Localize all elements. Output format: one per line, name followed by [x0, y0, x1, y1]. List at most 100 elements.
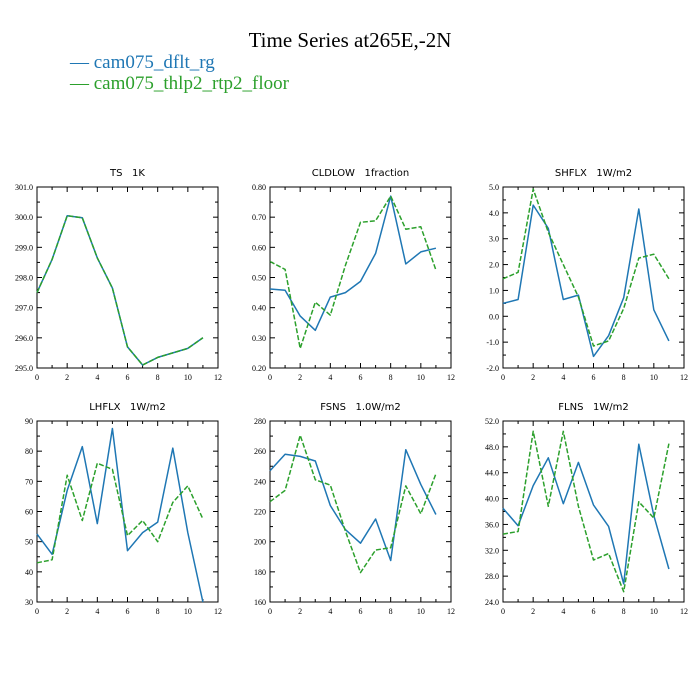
y-tick-label: 0.30 — [252, 334, 266, 343]
x-tick-label: 8 — [389, 607, 393, 616]
y-tick-label: 0.70 — [252, 213, 266, 222]
x-tick-label: 4 — [95, 607, 99, 616]
x-tick-label: 2 — [65, 607, 69, 616]
x-tick-label: 12 — [447, 607, 455, 616]
y-tick-label: 30 — [25, 598, 33, 607]
y-tick-label: 0.20 — [252, 364, 266, 373]
y-tick-label: 298.0 — [15, 274, 33, 283]
y-tick-label: 4.0 — [489, 209, 499, 218]
x-tick-label: 8 — [156, 607, 160, 616]
plot-frame — [36, 186, 219, 369]
y-tick-label: 2.0 — [489, 261, 499, 270]
x-tick-label: 2 — [298, 607, 302, 616]
series-line-dflt-rg — [502, 443, 670, 585]
y-tick-label: 90 — [25, 417, 33, 426]
x-tick-label: 4 — [561, 607, 565, 616]
y-tick-label: 28.0 — [485, 572, 499, 581]
series-line-dflt-rg — [36, 214, 204, 366]
y-tick-label: 220 — [254, 508, 266, 517]
y-tick-label: 0.60 — [252, 243, 266, 252]
y-tick-label: 3.0 — [489, 235, 499, 244]
legend-line-dflt: — — [70, 52, 89, 73]
panel-3: SHFLX 1W/m2 0 2 4 6 8 10 12 -2.0 -1.0 0.0 1.0 2.0 3.0… — [486, 168, 688, 382]
legend-line-floor: — — [70, 73, 89, 94]
x-tick-label: 10 — [184, 373, 192, 382]
y-tick-label: 44.0 — [485, 469, 499, 478]
y-tick-label: -2.0 — [486, 364, 499, 373]
x-tick-label: 4 — [95, 373, 99, 382]
plot-frame — [269, 186, 452, 369]
legend-label-floor: cam075_thlp2_rtp2_floor — [93, 73, 289, 94]
x-tick-label: 8 — [622, 373, 626, 382]
panel-1: TS 1K 0 2 4 6 8 10 12 295.0 296.0 297.0 298.0 299.0 3… — [15, 168, 222, 382]
panel-2: CLDLOW 1fraction 0 2 4 6 8 10 12 0.20 0.30 0.40 0.5… — [252, 168, 455, 382]
plot-frame — [36, 420, 219, 603]
series-line-thlp2-rtp2-floor — [502, 430, 670, 593]
x-tick-label: 10 — [650, 373, 658, 382]
y-tick-label: 200 — [254, 538, 266, 547]
y-tick-label: 52.0 — [485, 417, 499, 426]
x-tick-label: 6 — [359, 373, 363, 382]
y-tick-label: 280 — [254, 417, 266, 426]
plot-frame — [502, 186, 685, 369]
x-tick-label: 0 — [501, 607, 505, 616]
x-tick-label: 12 — [214, 373, 222, 382]
y-tick-label: 48.0 — [485, 443, 499, 452]
y-tick-label: 301.0 — [15, 183, 33, 192]
y-tick-label: 0.80 — [252, 183, 266, 192]
x-tick-label: 8 — [622, 607, 626, 616]
x-tick-label: 2 — [531, 607, 535, 616]
panel-6: FLNS 1W/m2 0 2 4 6 8 10 12 24.0 28.0 32.0 36.0 40.0 4… — [485, 402, 688, 616]
x-tick-label: 0 — [35, 373, 39, 382]
y-tick-label: 40.0 — [485, 495, 499, 504]
x-tick-label: 10 — [417, 373, 425, 382]
series-line-dflt-rg — [502, 204, 670, 358]
x-tick-label: 6 — [359, 607, 363, 616]
panel-title: SHFLX 1W/m2 — [555, 168, 632, 179]
panel-title: CLDLOW 1fraction — [312, 168, 410, 179]
y-tick-label: 0.40 — [252, 304, 266, 313]
panel-5: FSNS 1.0W/m2 0 2 4 6 8 10 12 160 180 200 220 240 260 2… — [254, 402, 455, 616]
x-tick-label: 0 — [268, 607, 272, 616]
y-tick-label: 60 — [25, 508, 33, 517]
x-tick-label: 12 — [214, 607, 222, 616]
x-tick-label: 2 — [65, 373, 69, 382]
y-tick-label: 299.0 — [15, 243, 33, 252]
y-tick-label: 296.0 — [15, 334, 33, 343]
series-line-dflt-rg — [36, 427, 204, 603]
figure-title: Time Series at265E,-2N — [248, 28, 452, 52]
plot-frame — [269, 420, 452, 603]
y-tick-label: 80 — [25, 447, 33, 456]
series-line-thlp2-rtp2-floor — [36, 462, 204, 564]
panel-4: LHFLX 1W/m2 0 2 4 6 8 10 12 30 40 50 60 70 80 90 — [25, 402, 222, 616]
x-tick-label: 4 — [328, 607, 332, 616]
y-tick-label: 1.0 — [489, 286, 499, 295]
panel-title: FLNS 1W/m2 — [558, 402, 628, 413]
x-tick-label: 6 — [126, 373, 130, 382]
x-tick-label: 4 — [561, 373, 565, 382]
y-tick-label: 40 — [25, 568, 33, 577]
y-tick-label: 36.0 — [485, 520, 499, 529]
x-tick-label: 4 — [328, 373, 332, 382]
x-tick-label: 10 — [184, 607, 192, 616]
y-tick-label: 295.0 — [15, 364, 33, 373]
series-line-thlp2-rtp2-floor — [502, 188, 670, 347]
x-tick-label: 10 — [650, 607, 658, 616]
legend-label-dflt: cam075_dflt_rg — [93, 52, 215, 73]
y-tick-label: 300.0 — [15, 213, 33, 222]
y-tick-label: 240 — [254, 477, 266, 486]
x-tick-label: 10 — [417, 607, 425, 616]
series-line-dflt-rg — [269, 448, 437, 562]
x-tick-label: 2 — [298, 373, 302, 382]
series-line-thlp2-rtp2-floor — [269, 195, 437, 350]
y-tick-label: -1.0 — [486, 338, 499, 347]
series-line-dflt-rg — [269, 195, 437, 332]
legend-entry-floor: — cam075_thlp2_rtp2_floor — [70, 73, 289, 95]
y-tick-label: 5.0 — [489, 183, 499, 192]
x-tick-label: 6 — [592, 607, 596, 616]
x-tick-label: 6 — [126, 607, 130, 616]
series-line-thlp2-rtp2-floor — [36, 214, 204, 366]
y-tick-label: 70 — [25, 477, 33, 486]
series-line-thlp2-rtp2-floor — [269, 434, 437, 574]
